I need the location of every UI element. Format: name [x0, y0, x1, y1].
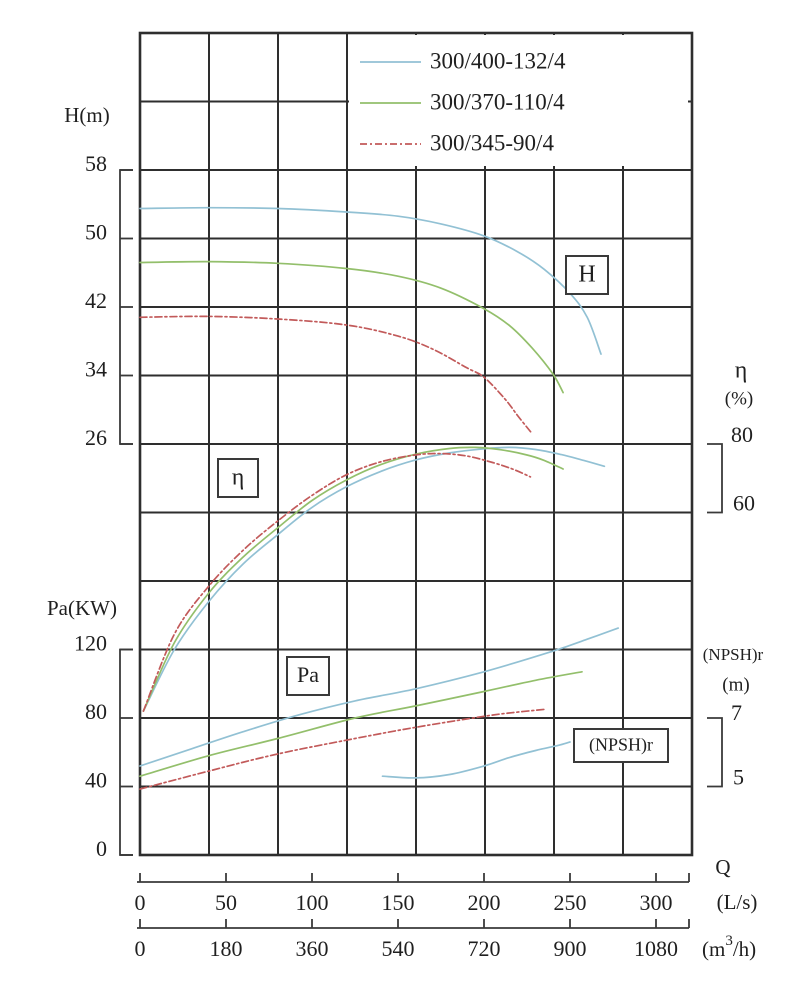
curve-label-eta: η: [217, 458, 259, 498]
axis-pa: Pa(KW) 120 80 40 0: [47, 596, 133, 861]
plot-border: [138, 31, 694, 857]
axis-h: H(m) 58 50 42 34 26: [64, 103, 133, 450]
curve-h-300-345-90-4: [139, 315, 534, 435]
axis-eta: η (%) 80 60: [707, 358, 755, 516]
svg-text:0: 0: [135, 890, 146, 915]
svg-text:60: 60: [733, 491, 755, 516]
curve-label-H: H: [565, 255, 609, 295]
svg-text:300: 300: [640, 890, 673, 915]
axis-q-m3h: 0 180 360 540 720 900 1080 (m3/h): [135, 919, 756, 961]
svg-text:Pa(KW): Pa(KW): [47, 596, 117, 620]
svg-text:(L/s): (L/s): [717, 890, 758, 914]
svg-text:Pa: Pa: [297, 662, 319, 687]
svg-text:(NPSH)r: (NPSH)r: [589, 735, 653, 756]
curve-eta-300-345-90-4: [142, 452, 532, 712]
svg-text:(%): (%): [725, 388, 753, 409]
svg-text:H: H: [578, 262, 595, 288]
legend-item-300-345-90-4: 300/345-90/4: [360, 130, 554, 155]
legend-label: 300/345-90/4: [430, 130, 554, 155]
svg-text:360: 360: [296, 936, 329, 961]
legend: 300/400-132/4 300/370-110/4 300/345-90/4: [360, 48, 566, 155]
curve-eta-300-400-132-4: [142, 446, 606, 712]
svg-text:180: 180: [210, 936, 243, 961]
svg-text:Q: Q: [715, 855, 730, 879]
svg-text:0: 0: [135, 936, 146, 961]
svg-text:250: 250: [554, 890, 587, 915]
axis-npsh: (NPSH)r (m) 7 5: [703, 645, 764, 790]
curve-pa-300-370-110-4: [139, 670, 583, 778]
legend-label: 300/370-110/4: [430, 89, 565, 114]
svg-text:(m): (m): [722, 674, 749, 695]
svg-text:7: 7: [731, 700, 742, 725]
svg-text:100: 100: [296, 890, 329, 915]
axis-q-m3h-unit: (m3/h): [702, 933, 756, 960]
curve-pa-300-345-90-4: [139, 708, 546, 790]
svg-text:540: 540: [382, 936, 415, 961]
legend-item-300-370-110-4: 300/370-110/4: [360, 89, 565, 114]
svg-text:80: 80: [731, 422, 753, 447]
legend-label: 300/400-132/4: [430, 48, 566, 73]
curve-eta-300-370-110-4: [142, 446, 564, 712]
curve-label-Pa: Pa: [286, 656, 330, 696]
curve-pa-300-400-132-4: [139, 627, 620, 767]
svg-text:120: 120: [74, 631, 107, 656]
svg-text:40: 40: [85, 768, 107, 793]
svg-text:720: 720: [468, 936, 501, 961]
curve-npsh-300-400-132-4: [381, 741, 571, 779]
svg-text:26: 26: [85, 425, 107, 450]
svg-text:H(m): H(m): [64, 103, 110, 127]
axis-q-ls: 0 50 100 150 200 250 300 Q (L/s): [135, 855, 758, 915]
svg-text:50: 50: [85, 220, 107, 245]
svg-text:200: 200: [468, 890, 501, 915]
legend-item-300-400-132-4: 300/400-132/4: [360, 48, 566, 73]
svg-text:58: 58: [85, 151, 107, 176]
svg-text:900: 900: [554, 936, 587, 961]
svg-text:0: 0: [96, 836, 107, 861]
svg-text:(NPSH)r: (NPSH)r: [703, 645, 764, 664]
curve-label-npsh: (NPSH)r: [573, 728, 669, 763]
svg-text:150: 150: [382, 890, 415, 915]
svg-text:η: η: [735, 358, 748, 384]
svg-text:42: 42: [85, 288, 107, 313]
curve-h-300-370-110-4: [139, 260, 564, 394]
svg-text:1080: 1080: [634, 936, 678, 961]
svg-text:η: η: [232, 465, 245, 491]
svg-text:80: 80: [85, 699, 107, 724]
svg-text:5: 5: [733, 765, 744, 790]
svg-text:50: 50: [215, 890, 237, 915]
svg-text:34: 34: [85, 357, 107, 382]
